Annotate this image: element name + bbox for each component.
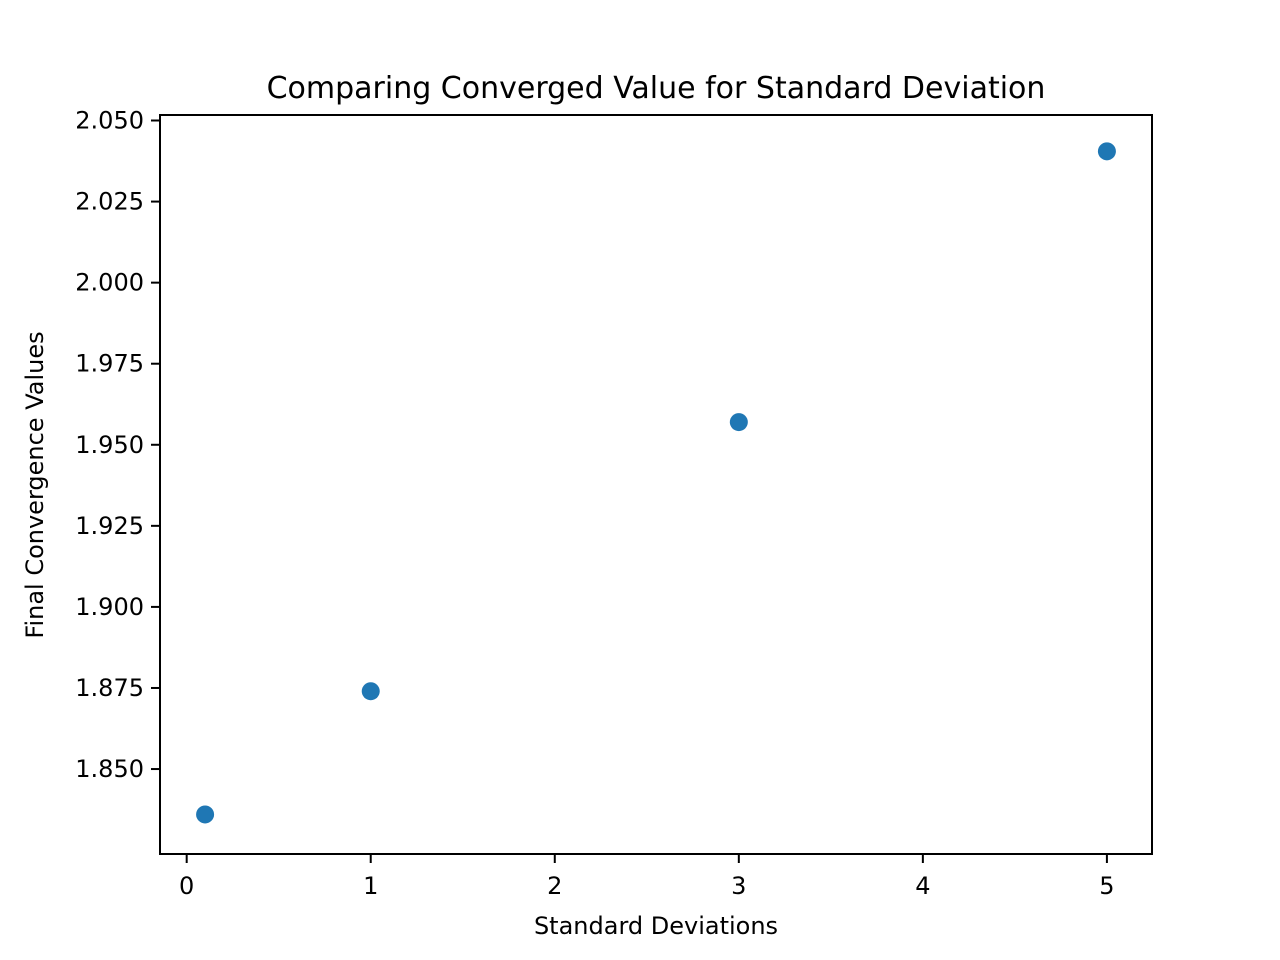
y-tick-label: 1.975	[75, 350, 144, 378]
data-point	[196, 805, 215, 824]
x-tick-label: 4	[915, 872, 930, 900]
x-tick-label: 2	[547, 872, 562, 900]
x-tick-label: 1	[363, 872, 378, 900]
data-point	[729, 413, 748, 432]
data-point	[361, 682, 380, 701]
y-tick-label: 2.050	[75, 107, 144, 135]
data-point	[1097, 142, 1116, 161]
chart-title: Comparing Converged Value for Standard D…	[267, 71, 1046, 106]
x-tick-label: 3	[731, 872, 746, 900]
x-axis-ticks: 0 1 2 3 4 5	[179, 854, 1115, 900]
plot-area: 0 1 2 3 4 5 1.850 1.875 1.900 1.925 1.950 1.975 2.0…	[75, 107, 1153, 900]
y-axis-ticks: 1.850 1.875 1.900 1.925 1.950 1.975 2.000 2.025…	[75, 107, 160, 783]
y-tick-label: 2.025	[75, 188, 144, 216]
y-tick-label: 1.925	[75, 512, 144, 540]
x-axis-label: Standard Deviations	[534, 912, 778, 940]
y-tick-label: 1.950	[75, 431, 144, 459]
y-tick-label: 1.900	[75, 593, 144, 621]
x-tick-label: 0	[179, 872, 194, 900]
y-tick-label: 1.850	[75, 755, 144, 783]
plot-frame	[159, 114, 1153, 855]
x-tick-label: 5	[1099, 872, 1114, 900]
y-axis-label: Final Convergence Values	[21, 331, 49, 638]
y-tick-label: 2.000	[75, 269, 144, 297]
y-tick-label: 1.875	[75, 674, 144, 702]
data-points	[196, 142, 1116, 824]
